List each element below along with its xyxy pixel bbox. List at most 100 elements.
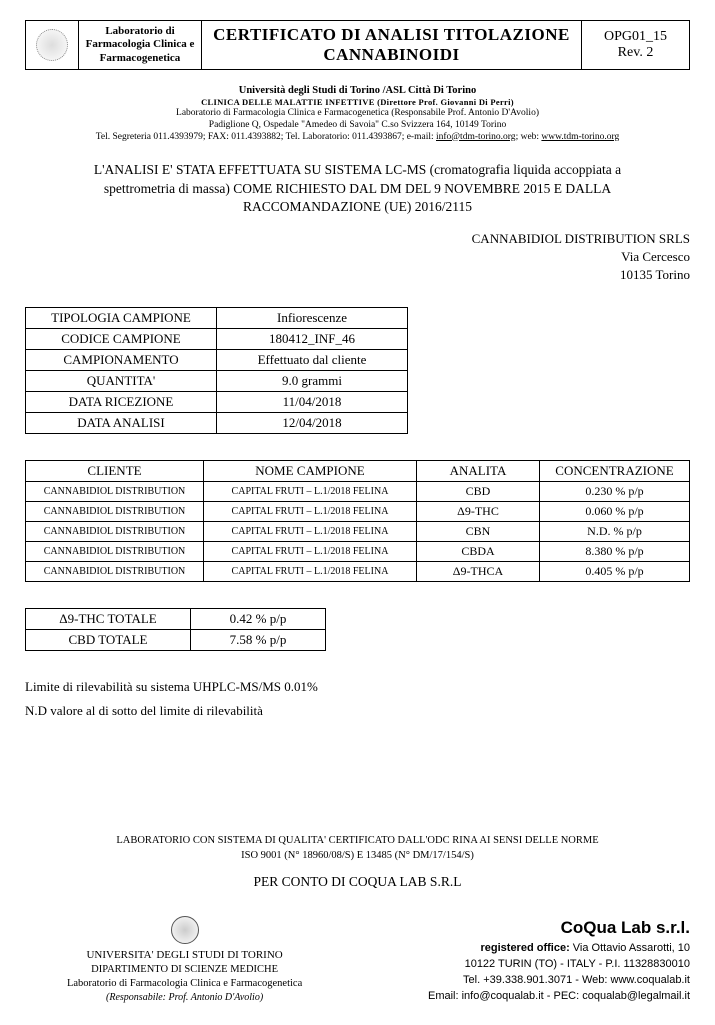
table-row: TIPOLOGIA CAMPIONEInfiorescenze bbox=[26, 307, 408, 328]
table-row: CANNABIDIOL DISTRIBUTIONCAPITAL FRUTI – … bbox=[26, 481, 690, 501]
uni-name: Università degli Studi di Torino /ASL Ci… bbox=[25, 84, 690, 97]
total-label: Δ9-THC TOTALE bbox=[26, 608, 191, 629]
footer-resp: (Responsabile: Prof. Antonio D'Avolio) bbox=[25, 991, 344, 1005]
table-row: DATA ANALISI12/04/2018 bbox=[26, 412, 408, 433]
table-row: QUANTITA'9.0 grammi bbox=[26, 370, 408, 391]
university-info: Università degli Studi di Torino /ASL Ci… bbox=[25, 84, 690, 143]
recipient-block: CANNABIDIOL DISTRIBUTION SRLS Via Cerces… bbox=[25, 230, 690, 285]
method-line1: L'ANALISI E' STATA EFFETTUATA SU SISTEMA… bbox=[94, 162, 621, 177]
table-row: CANNABIDIOL DISTRIBUTIONCAPITAL FRUTI – … bbox=[26, 561, 690, 581]
cell-sample: CAPITAL FRUTI – L.1/2018 FELINA bbox=[204, 521, 417, 541]
sample-label: CODICE CAMPIONE bbox=[26, 328, 217, 349]
total-value: 7.58 % p/p bbox=[191, 629, 326, 650]
col-analyte: ANALITA bbox=[417, 460, 540, 481]
cert-line1: LABORATORIO CON SISTEMA DI QUALITA' CERT… bbox=[25, 834, 690, 849]
sample-value: Effettuato dal cliente bbox=[217, 349, 408, 370]
table-row: CODICE CAMPIONE180412_INF_46 bbox=[26, 328, 408, 349]
cell-conc: 0.405 % p/p bbox=[540, 561, 690, 581]
totals-table: Δ9-THC TOTALE0.42 % p/p CBD TOTALE7.58 %… bbox=[25, 608, 326, 651]
header-lab-label: Laboratorio di Farmacologia Clinica e Fa… bbox=[79, 21, 202, 70]
certification-block: LABORATORIO CON SISTEMA DI QUALITA' CERT… bbox=[25, 834, 690, 892]
document-header: Laboratorio di Farmacologia Clinica e Fa… bbox=[25, 20, 690, 70]
method-line2: spettrometria di massa) COME RICHIESTO D… bbox=[104, 181, 611, 196]
lab-line: Laboratorio di Farmacologia Clinica e Fa… bbox=[25, 108, 690, 120]
cell-client: CANNABIDIOL DISTRIBUTION bbox=[26, 541, 204, 561]
uni-web-link[interactable]: www.tdm-torino.org bbox=[541, 132, 619, 142]
sample-info-table: TIPOLOGIA CAMPIONEInfiorescenze CODICE C… bbox=[25, 307, 408, 434]
sample-label: QUANTITA' bbox=[26, 370, 217, 391]
cell-sample: CAPITAL FRUTI – L.1/2018 FELINA bbox=[204, 481, 417, 501]
table-row: CANNABIDIOL DISTRIBUTIONCAPITAL FRUTI – … bbox=[26, 541, 690, 561]
sample-value: Infiorescenze bbox=[217, 307, 408, 328]
company-main: CoQua Lab bbox=[561, 918, 652, 937]
contacts-mid: ; web: bbox=[516, 132, 542, 142]
contacts-line: Tel. Segreteria 011.4393979; FAX: 011.43… bbox=[25, 132, 690, 144]
results-table: CLIENTE NOME CAMPIONE ANALITA CONCENTRAZ… bbox=[25, 460, 690, 582]
col-sample: NOME CAMPIONE bbox=[204, 460, 417, 481]
cell-conc: N.D. % p/p bbox=[540, 521, 690, 541]
company-tel: Tel. +39.338.901.3071 - Web: www.coquala… bbox=[371, 973, 690, 989]
cert-line2: ISO 9001 (N° 18960/08/S) E 13485 (N° DM/… bbox=[25, 849, 690, 864]
results-header-row: CLIENTE NOME CAMPIONE ANALITA CONCENTRAZ… bbox=[26, 460, 690, 481]
footer-dept: DIPARTIMENTO DI SCIENZE MEDICHE bbox=[25, 963, 344, 977]
col-conc: CONCENTRAZIONE bbox=[540, 460, 690, 481]
company-name: CoQua Lab s.r.l. bbox=[371, 916, 690, 941]
sample-label: CAMPIONAMENTO bbox=[26, 349, 217, 370]
cell-analyte: CBN bbox=[417, 521, 540, 541]
table-row: Δ9-THC TOTALE0.42 % p/p bbox=[26, 608, 326, 629]
title-line2: CANNABINOIDI bbox=[323, 45, 459, 64]
title-line1: CERTIFICATO DI ANALISI TITOLAZIONE bbox=[213, 25, 570, 44]
recipient-street: Via Cercesco bbox=[621, 249, 690, 264]
cell-analyte: CBDA bbox=[417, 541, 540, 561]
clinic-line: CLINICA DELLE MALATTIE INFETTIVE (Dirett… bbox=[25, 97, 690, 108]
doc-rev: Rev. 2 bbox=[618, 45, 654, 60]
university-seal-icon bbox=[36, 29, 68, 61]
sample-value: 180412_INF_46 bbox=[217, 328, 408, 349]
table-row: CANNABIDIOL DISTRIBUTIONCAPITAL FRUTI – … bbox=[26, 501, 690, 521]
header-logo-cell bbox=[26, 21, 79, 70]
sample-label: TIPOLOGIA CAMPIONE bbox=[26, 307, 217, 328]
sample-label: DATA RICEZIONE bbox=[26, 391, 217, 412]
per-conto: PER CONTO DI COQUA LAB S.R.L bbox=[25, 873, 690, 892]
sample-value: 11/04/2018 bbox=[217, 391, 408, 412]
cell-analyte: CBD bbox=[417, 481, 540, 501]
footer-lab: Laboratorio di Farmacologia Clinica e Fa… bbox=[25, 977, 344, 991]
sample-value: 12/04/2018 bbox=[217, 412, 408, 433]
company-city: 10122 TURIN (TO) - ITALY - P.I. 11328830… bbox=[371, 957, 690, 973]
cell-analyte: Δ9-THCA bbox=[417, 561, 540, 581]
cell-conc: 8.380 % p/p bbox=[540, 541, 690, 561]
cell-client: CANNABIDIOL DISTRIBUTION bbox=[26, 481, 204, 501]
company-email: Email: info@coqualab.it - PEC: coqualab@… bbox=[371, 989, 690, 1005]
cell-sample: CAPITAL FRUTI – L.1/2018 FELINA bbox=[204, 501, 417, 521]
col-client: CLIENTE bbox=[26, 460, 204, 481]
footer-right: CoQua Lab s.r.l. registered office: Via … bbox=[371, 916, 690, 1005]
sample-info-body: TIPOLOGIA CAMPIONEInfiorescenze CODICE C… bbox=[26, 307, 408, 433]
cell-analyte: Δ9-THC bbox=[417, 501, 540, 521]
reg-label: registered office: bbox=[480, 942, 572, 954]
table-row: DATA RICEZIONE11/04/2018 bbox=[26, 391, 408, 412]
footer: UNIVERSITA' DEGLI STUDI DI TORINO DIPART… bbox=[25, 916, 690, 1005]
cell-conc: 0.060 % p/p bbox=[540, 501, 690, 521]
company-suffix: s.r.l. bbox=[651, 918, 690, 937]
lod-note: Limite di rilevabilità su sistema UHPLC-… bbox=[25, 675, 690, 700]
cell-sample: CAPITAL FRUTI – L.1/2018 FELINA bbox=[204, 541, 417, 561]
seal-icon bbox=[171, 916, 199, 944]
method-statement: L'ANALISI E' STATA EFFETTUATA SU SISTEMA… bbox=[25, 161, 690, 216]
contacts-pre: Tel. Segreteria 011.4393979; FAX: 011.43… bbox=[96, 132, 436, 142]
table-row: CANNABIDIOL DISTRIBUTIONCAPITAL FRUTI – … bbox=[26, 521, 690, 541]
cell-client: CANNABIDIOL DISTRIBUTION bbox=[26, 501, 204, 521]
nd-note: N.D valore al di sotto del limite di ril… bbox=[25, 699, 690, 724]
total-label: CBD TOTALE bbox=[26, 629, 191, 650]
recipient-name: CANNABIDIOL DISTRIBUTION SRLS bbox=[472, 231, 690, 246]
sample-label: DATA ANALISI bbox=[26, 412, 217, 433]
uni-email-link[interactable]: info@tdm-torino.org bbox=[436, 132, 516, 142]
notes-block: Limite di rilevabilità su sistema UHPLC-… bbox=[25, 675, 690, 724]
recipient-city: 10135 Torino bbox=[620, 267, 690, 282]
table-row: CAMPIONAMENTOEffettuato dal cliente bbox=[26, 349, 408, 370]
method-line3: RACCOMANDAZIONE (UE) 2016/2115 bbox=[243, 199, 472, 214]
cell-sample: CAPITAL FRUTI – L.1/2018 FELINA bbox=[204, 561, 417, 581]
reg-office: registered office: Via Ottavio Assarotti… bbox=[371, 941, 690, 957]
cell-client: CANNABIDIOL DISTRIBUTION bbox=[26, 561, 204, 581]
cell-client: CANNABIDIOL DISTRIBUTION bbox=[26, 521, 204, 541]
address-line: Padiglione Q, Ospedale "Amedeo di Savoia… bbox=[25, 120, 690, 132]
